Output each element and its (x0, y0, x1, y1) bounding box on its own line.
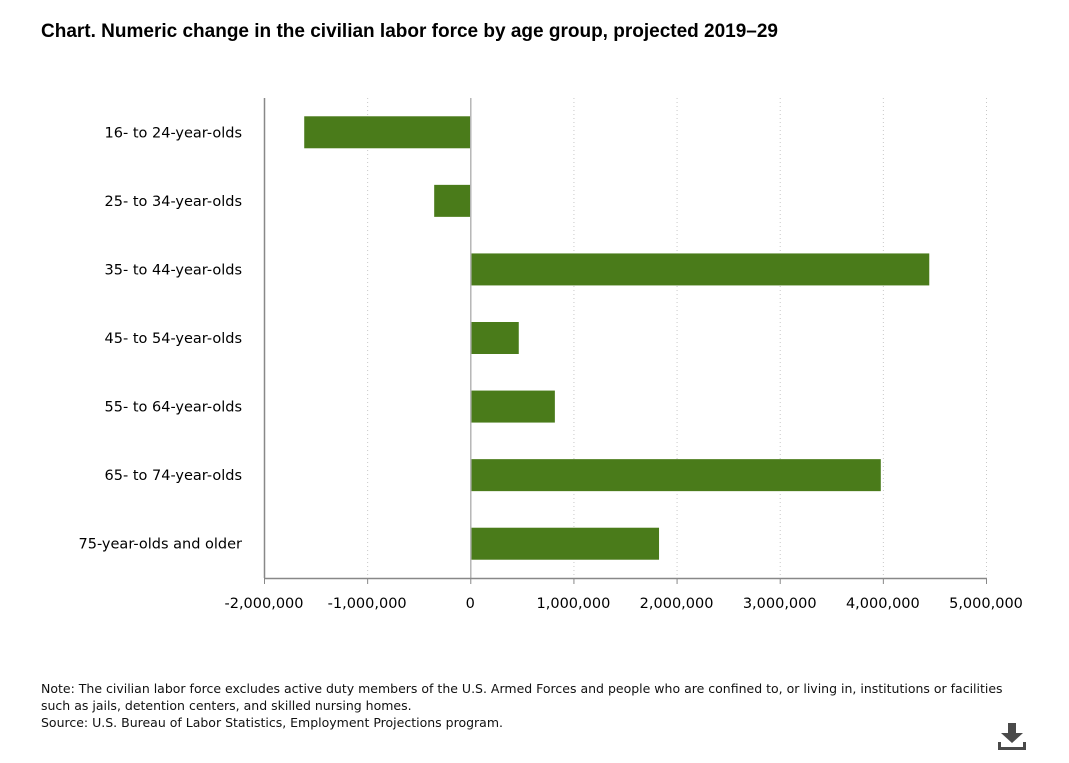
x-tick-label-4: 2,000,000 (640, 596, 714, 612)
x-tick-label-7: 5,000,000 (949, 596, 1023, 612)
x-tick-label-6: 4,000,000 (846, 596, 920, 612)
bar-6 (470, 527, 660, 560)
x-tick-label-2: 0 (466, 596, 475, 612)
note-text: Note: The civilian labor force excludes … (41, 681, 1003, 713)
bar-3 (470, 322, 519, 354)
bar-chart: -2,000,000 -1,000,000 0 1,000,000 2,000,000 3… (79, 98, 1023, 612)
x-tick-label-0: -2,000,000 (224, 596, 303, 612)
category-label-5: 65- to 74-year-olds (105, 468, 242, 484)
bar-2 (470, 253, 930, 286)
x-tick-label-1: -1,000,000 (328, 596, 407, 612)
category-label-3: 45- to 54-year-olds (105, 331, 242, 347)
bar-1 (434, 184, 471, 217)
x-tick-label-3: 1,000,000 (537, 596, 611, 612)
bar-0 (304, 116, 471, 149)
chart-notes: Note: The civilian labor force excludes … (41, 680, 1031, 731)
download-button[interactable] (995, 720, 1029, 754)
x-tick-label-5: 3,000,000 (743, 596, 817, 612)
source-text: Source: U.S. Bureau of Labor Statistics,… (41, 715, 503, 730)
category-label-2: 35- to 44-year-olds (105, 262, 242, 278)
category-label-6: 75-year-olds and older (79, 537, 243, 553)
category-label-0: 16- to 24-year-olds (105, 125, 242, 141)
category-label-1: 25- to 34-year-olds (105, 194, 242, 210)
bar-4 (470, 390, 555, 423)
chart-title: Chart. Numeric change in the civilian la… (41, 21, 779, 42)
bar-5 (470, 459, 881, 492)
category-label-4: 55- to 64-year-olds (105, 400, 242, 416)
download-icon (998, 723, 1026, 750)
